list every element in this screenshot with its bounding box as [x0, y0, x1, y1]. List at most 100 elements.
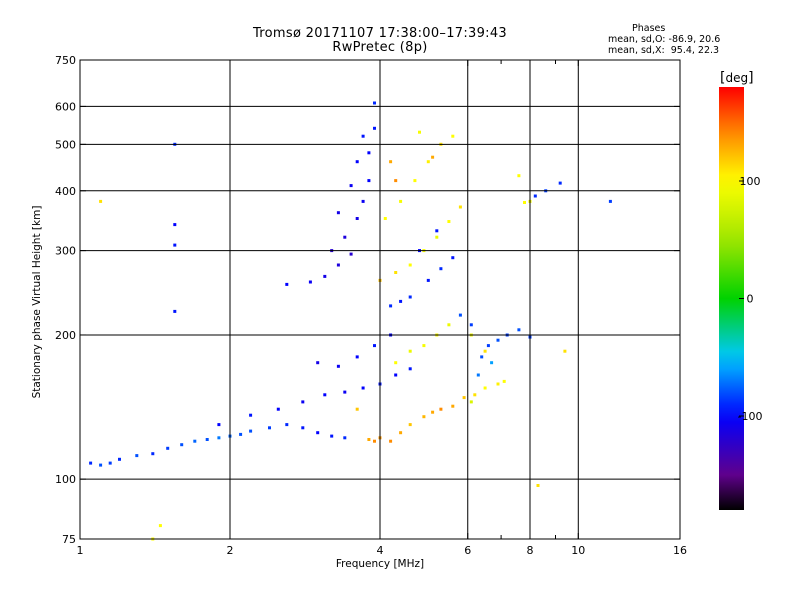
o-mode-point: [166, 446, 170, 450]
x-mode-point: [389, 439, 393, 443]
o-mode-point: [330, 434, 334, 438]
x-mode-point: [458, 205, 462, 209]
o-mode-point: [193, 439, 197, 443]
o-mode-point: [355, 355, 359, 359]
o-mode-point: [496, 338, 500, 342]
x-mode-point: [422, 415, 426, 419]
x-mode-point: [517, 174, 521, 178]
y-tick-label: 300: [55, 245, 76, 258]
o-mode-point: [108, 461, 112, 465]
y-tick-label: 750: [55, 54, 76, 67]
x-mode-point: [394, 361, 398, 365]
x-mode-point: [462, 396, 466, 400]
o-mode-point: [373, 344, 376, 348]
x-mode-point: [389, 160, 393, 164]
x-mode-point: [422, 344, 426, 348]
x-mode-point: [439, 407, 443, 411]
o-mode-point: [249, 413, 253, 417]
o-mode-point: [323, 274, 327, 278]
o-mode-point: [373, 101, 376, 105]
o-mode-point: [399, 299, 403, 303]
y-tick-label: 600: [55, 100, 76, 113]
o-mode-point: [608, 199, 612, 203]
y-tick-label: 100: [55, 473, 76, 486]
x-mode-point: [447, 220, 451, 223]
x-mode-point: [399, 431, 403, 435]
o-mode-point: [517, 328, 521, 332]
o-mode-point: [249, 429, 253, 433]
x-tick-label: 16: [673, 544, 687, 557]
o-mode-point: [480, 355, 484, 359]
o-mode-point: [476, 373, 480, 377]
o-mode-point: [336, 211, 340, 215]
x-mode-point: [399, 199, 403, 203]
colorbar-unit-text: deg: [725, 71, 749, 85]
phase-colorbar: 100 0 -100: [719, 87, 762, 510]
o-mode-point: [367, 179, 371, 183]
x-mode-point: [408, 423, 412, 427]
x-mode-point: [447, 323, 451, 327]
o-mode-point: [367, 151, 371, 155]
o-mode-point: [173, 223, 177, 227]
colorbar-tick-label: -100: [738, 410, 763, 423]
o-mode-point: [355, 160, 359, 164]
o-mode-point: [558, 181, 562, 185]
x-tick-label: 10: [571, 544, 585, 557]
o-mode-point: [151, 452, 155, 456]
phase-stats-heading: Phases: [632, 23, 666, 34]
o-mode-point: [301, 426, 305, 430]
o-mode-point: [173, 243, 177, 247]
o-mode-point: [389, 304, 393, 308]
o-mode-point: [439, 267, 443, 271]
colorbar-tick-label: 0: [747, 293, 754, 306]
o-mode-point: [343, 390, 347, 394]
o-mode-point: [301, 400, 305, 404]
o-mode-point: [361, 199, 365, 203]
o-mode-point: [268, 426, 271, 430]
o-mode-point: [435, 229, 439, 233]
o-mode-point: [336, 263, 340, 267]
x-mode-point: [367, 438, 371, 441]
o-mode-point: [394, 373, 398, 377]
x-axis-label: Frequency [MHz]: [335, 558, 425, 570]
o-mode-point: [490, 361, 494, 365]
o-mode-point: [343, 436, 347, 440]
x-mode-point: [383, 217, 387, 220]
x-mode-point: [426, 160, 430, 164]
phase-stats-x-mode: mean, sd,X: 95.4, 22.3: [608, 45, 720, 56]
y-tick-label: 200: [55, 329, 76, 342]
x-tick-label: 8: [527, 544, 534, 557]
x-mode-point: [394, 271, 398, 274]
o-mode-point: [408, 295, 412, 299]
o-mode-point: [451, 256, 455, 260]
x-mode-point: [413, 179, 417, 183]
o-mode-point: [361, 134, 365, 138]
x-mode-point: [373, 439, 376, 443]
o-mode-point: [217, 423, 221, 427]
x-mode-point: [158, 524, 162, 528]
o-mode-point: [217, 436, 221, 440]
o-mode-point: [118, 457, 121, 461]
y-tick-label: 500: [55, 138, 76, 151]
x-mode-point: [435, 235, 439, 239]
axis-ticks: 1 2 4 6 8 10 16 75 100 200 300 400 500 600 750: [55, 54, 687, 557]
x-mode-point: [418, 130, 421, 134]
o-mode-point: [135, 454, 139, 458]
y-tick-label: 400: [55, 185, 76, 198]
x-mode-point: [502, 379, 506, 383]
o-mode-point: [533, 194, 537, 198]
o-mode-point: [355, 217, 359, 220]
x-mode-point: [496, 382, 500, 386]
o-mode-point: [349, 252, 353, 256]
o-mode-point: [316, 431, 320, 435]
o-mode-point: [373, 126, 376, 130]
o-mode-point: [336, 364, 340, 368]
x-mode-point: [99, 199, 103, 203]
o-mode-point: [285, 282, 289, 286]
o-mode-point: [323, 393, 327, 397]
x-mode-point: [451, 404, 455, 408]
x-mode-point: [473, 393, 477, 397]
x-mode-point: [355, 407, 359, 411]
o-mode-point: [89, 461, 93, 465]
o-mode-point: [205, 438, 209, 441]
